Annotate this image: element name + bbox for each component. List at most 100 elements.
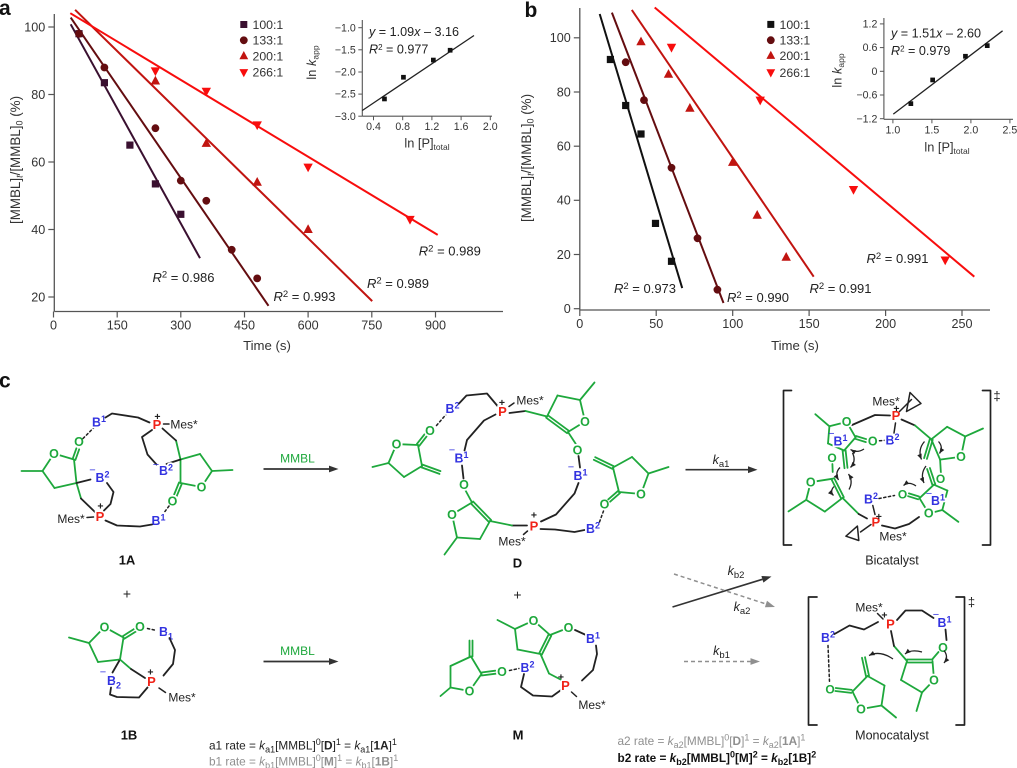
svg-text:Time (s): Time (s) [243, 338, 291, 353]
svg-text:−: − [926, 488, 932, 500]
svg-text:Mes*: Mes* [872, 395, 900, 409]
svg-text:+: + [558, 672, 564, 684]
svg-text:P: P [147, 674, 156, 689]
svg-text:Mes*: Mes* [516, 393, 544, 407]
svg-text:60: 60 [557, 140, 571, 154]
svg-text:kb1: kb1 [713, 644, 730, 661]
svg-text:P: P [886, 616, 895, 631]
svg-text:Mes*: Mes* [578, 698, 606, 712]
svg-text:P: P [96, 509, 105, 524]
svg-text:100: 100 [722, 317, 743, 331]
svg-text:Mes*: Mes* [879, 530, 907, 544]
svg-text:O: O [564, 621, 574, 635]
svg-text:40: 40 [31, 223, 45, 237]
svg-text:900: 900 [425, 319, 446, 333]
svg-text:ka1: ka1 [713, 453, 730, 470]
svg-text:O: O [135, 620, 145, 634]
svg-text:ka2: ka2 [734, 600, 751, 617]
svg-text:O: O [825, 682, 834, 696]
svg-text:O: O [529, 614, 539, 628]
svg-text:0.4: 0.4 [366, 121, 381, 133]
svg-text:y = 1.09x – 3.16: y = 1.09x – 3.16 [368, 25, 459, 39]
svg-text:−: − [933, 609, 939, 621]
svg-text:O: O [956, 450, 966, 464]
svg-text:O: O [459, 478, 469, 492]
svg-text:b2 rate = kb2[MMBL]0[M]2 = kb2: b2 rate = kb2[MMBL]0[M]2 = kb2[1B]2 [618, 750, 817, 768]
svg-text:0: 0 [50, 319, 57, 333]
svg-text:−2.5: −2.5 [335, 89, 356, 101]
svg-text:D: D [513, 556, 522, 571]
svg-text:Mes*: Mes* [168, 690, 196, 704]
svg-text:O: O [898, 487, 907, 501]
svg-text:1.5: 1.5 [925, 124, 940, 136]
svg-text:200:1: 200:1 [253, 49, 284, 63]
svg-text:P: P [498, 404, 507, 419]
svg-text:−0.6: −0.6 [856, 90, 877, 102]
svg-text:O: O [924, 507, 934, 521]
svg-text:O: O [868, 434, 878, 448]
svg-text:O: O [465, 684, 475, 698]
svg-text:1.2: 1.2 [425, 121, 440, 133]
svg-text:1A: 1A [119, 553, 136, 568]
svg-text:b: b [525, 0, 538, 22]
svg-text:+: + [499, 397, 505, 409]
svg-text:O: O [49, 447, 59, 461]
svg-text:O: O [74, 435, 84, 449]
svg-text:R2 = 0.990: R2 = 0.990 [727, 290, 789, 305]
svg-text:O: O [197, 480, 207, 494]
svg-text:−1.0: −1.0 [335, 22, 356, 34]
svg-text:O: O [447, 508, 457, 522]
svg-text:600: 600 [298, 319, 319, 333]
svg-text:b1 rate = kb1[MMBL]0[M]1 = kb1: b1 rate = kb1[MMBL]0[M]1 = kb1[1B]1 [209, 753, 398, 768]
svg-text:2.0: 2.0 [964, 124, 979, 136]
svg-text:a2 rate = ka2[MMBL]0[D]1 = ka2: a2 rate = ka2[MMBL]0[D]1 = ka2[1A]1 [618, 733, 806, 751]
svg-text:0: 0 [871, 66, 877, 78]
svg-text:Time (s): Time (s) [771, 338, 819, 353]
svg-text:O: O [929, 673, 939, 687]
svg-text:40: 40 [557, 194, 571, 208]
svg-text:R2 = 0.993: R2 = 0.993 [273, 289, 335, 304]
svg-text:250: 250 [951, 317, 972, 331]
svg-text:150: 150 [799, 317, 820, 331]
svg-text:−2.0: −2.0 [335, 67, 356, 79]
svg-text:+: + [123, 586, 131, 602]
svg-text:R2 = 0.991: R2 = 0.991 [866, 251, 928, 266]
svg-text:O: O [806, 475, 816, 489]
svg-text:R2 = 0.973: R2 = 0.973 [614, 281, 676, 296]
svg-text:1.6: 1.6 [454, 121, 469, 133]
svg-text:kb2: kb2 [728, 564, 745, 581]
svg-text:80: 80 [31, 88, 45, 102]
svg-text:c: c [0, 369, 11, 392]
svg-text:R2 = 0.986: R2 = 0.986 [152, 270, 214, 285]
svg-text:‡: ‡ [993, 389, 1000, 404]
svg-text:266:1: 266:1 [253, 66, 284, 80]
svg-text:60: 60 [31, 155, 45, 169]
svg-text:Mes*: Mes* [57, 512, 85, 526]
svg-text:20: 20 [31, 290, 45, 304]
svg-text:Mes*: Mes* [855, 600, 883, 614]
svg-text:266:1: 266:1 [780, 66, 811, 80]
svg-text:+: + [881, 610, 887, 622]
svg-text:−: − [568, 462, 574, 474]
svg-text:2.0: 2.0 [483, 121, 498, 133]
svg-text:P: P [153, 417, 162, 432]
svg-text:450: 450 [234, 319, 255, 333]
svg-text:133:1: 133:1 [780, 34, 811, 48]
svg-text:O: O [425, 424, 435, 438]
svg-text:O: O [827, 451, 836, 465]
svg-text:100: 100 [24, 20, 45, 34]
svg-text:1.0: 1.0 [886, 124, 901, 136]
svg-text:Mes*: Mes* [170, 417, 198, 431]
svg-text:O: O [580, 415, 590, 429]
svg-text:+: + [893, 403, 899, 415]
svg-text:200: 200 [875, 317, 896, 331]
svg-text:R2 = 0.989: R2 = 0.989 [419, 243, 481, 258]
svg-text:‡: ‡ [968, 595, 975, 610]
svg-text:0: 0 [576, 317, 583, 331]
svg-text:0.8: 0.8 [395, 121, 410, 133]
svg-text:Bicatalyst: Bicatalyst [865, 554, 919, 568]
svg-text:−3.0: −3.0 [335, 111, 356, 123]
svg-text:−: − [449, 445, 455, 457]
svg-text:100: 100 [550, 31, 571, 45]
svg-text:O: O [842, 415, 852, 429]
